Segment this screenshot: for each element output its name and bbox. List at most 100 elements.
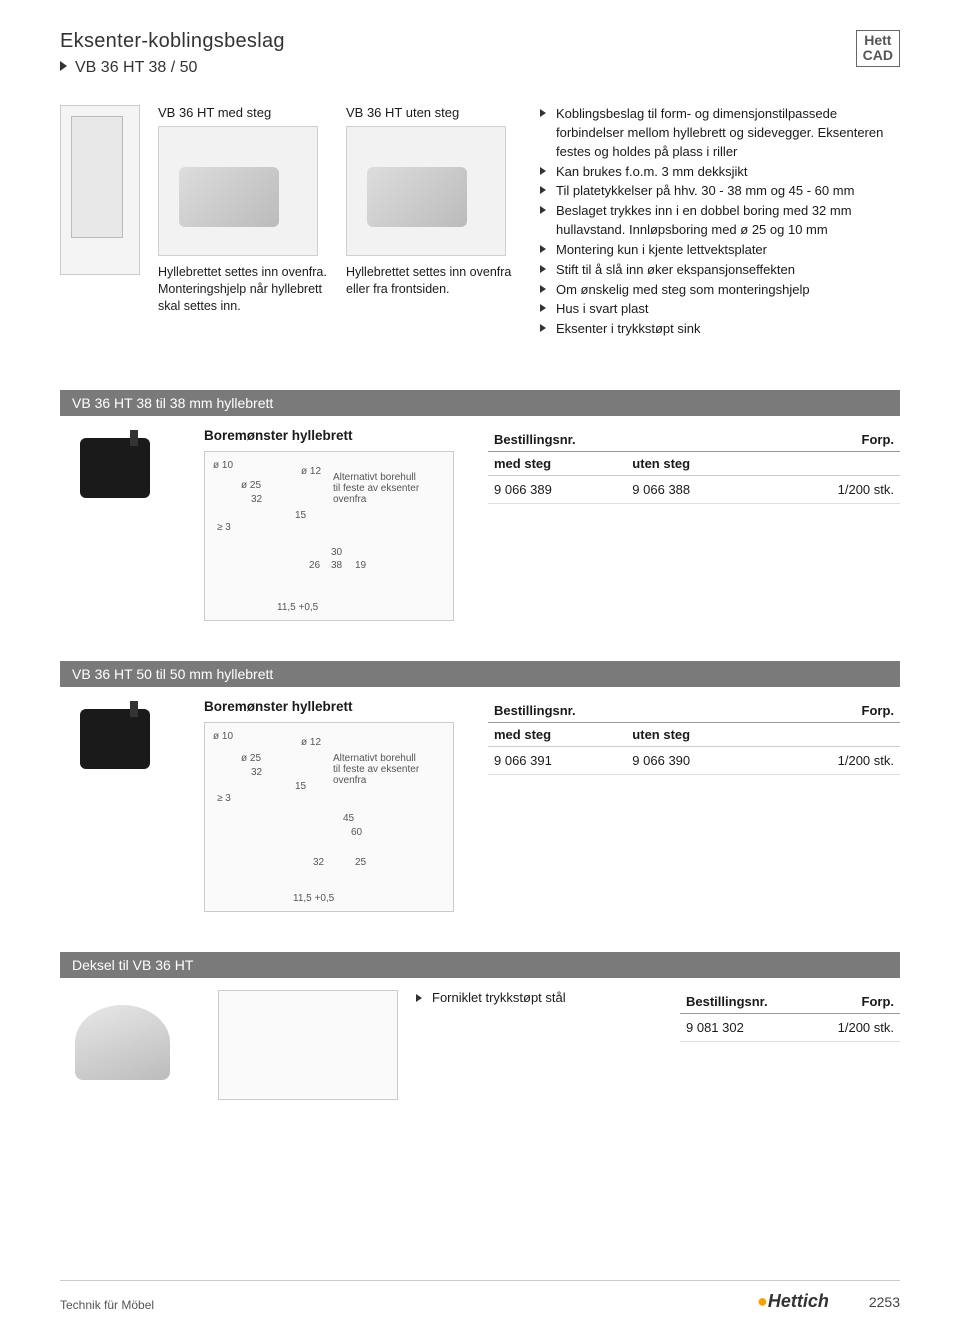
cell-uten: 9 066 388 — [626, 476, 764, 504]
th-bestnr: Bestillingsnr. — [488, 428, 765, 452]
subtitle-text: VB 36 HT 38 / 50 — [75, 59, 197, 76]
section-bar-38: VB 36 HT 38 til 38 mm hyllebrett — [60, 390, 900, 416]
dim: 30 — [331, 547, 342, 558]
sub-med: med steg — [488, 723, 626, 747]
dim: 32 — [251, 767, 262, 778]
section-bar-50: VB 36 HT 50 til 50 mm hyllebrett — [60, 661, 900, 687]
variant-b-image — [346, 126, 506, 256]
bullet-item: Stift til å slå inn øker ekspansjonseffe… — [540, 261, 900, 280]
dim: ø 12 — [301, 466, 321, 477]
sub-med: med steg — [488, 452, 626, 476]
deksel-bullet: Forniklet trykkstøpt stål — [416, 990, 662, 1005]
product-photo-38 — [60, 428, 180, 518]
page-header: Eksenter-koblingsbeslag VB 36 HT 38 / 50… — [60, 30, 900, 77]
sub-uten: uten steg — [626, 452, 764, 476]
bullet-item: Hus i svart plast — [540, 300, 900, 319]
th-forp: Forp. — [765, 428, 900, 452]
drawing-title-38: Boremønster hyllebrett — [204, 428, 464, 443]
footer-tagline: Technik für Möbel — [60, 1298, 154, 1312]
order-table-38: Bestillingsnr. Forp. med steg uten steg … — [488, 428, 900, 504]
bullet-item: Eksenter i trykkstøpt sink — [540, 320, 900, 339]
dim: 26 — [309, 560, 320, 571]
sub-uten: uten steg — [626, 723, 764, 747]
dim: 19 — [355, 560, 366, 571]
cell-forp: 1/200 stk. — [765, 747, 900, 775]
cell-forp: 1/200 stk. — [807, 1014, 900, 1042]
th-forp: Forp. — [807, 990, 900, 1014]
variant-a-label: VB 36 HT med steg — [158, 105, 328, 120]
variant-a-caption: Hyllebrettet settes inn ovenfra. Monteri… — [158, 264, 328, 315]
cell-med: 9 066 391 — [488, 747, 626, 775]
page-footer: Technik für Möbel ●Hettich 2253 — [60, 1280, 900, 1312]
bullet-item: Montering kun i kjente lettvektsplater — [540, 241, 900, 260]
th-forp: Forp. — [765, 699, 900, 723]
feature-bullets: Koblingsbeslag til form- og dimensjonsti… — [534, 105, 900, 340]
drawing-38: ø 10 ø 25 32 ø 12 15 ≥ 3 30 26 38 19 11,… — [204, 451, 454, 621]
variant-a-image — [158, 126, 318, 256]
th-bestnr: Bestillingsnr. — [488, 699, 765, 723]
dim: 15 — [295, 781, 306, 792]
dim: 60 — [351, 827, 362, 838]
dim: 32 — [313, 857, 324, 868]
deksel-bullet-list: Forniklet trykkstøpt stål — [416, 990, 662, 1042]
deksel-drawing — [218, 990, 398, 1100]
section-body-38: Boremønster hyllebrett ø 10 ø 25 32 ø 12… — [60, 428, 900, 621]
dim: ø 25 — [241, 480, 261, 491]
drawing-col-50: Boremønster hyllebrett ø 10 ø 25 32 ø 12… — [204, 699, 464, 912]
deksel-photo — [60, 990, 200, 1100]
th-bestnr: Bestillingsnr. — [680, 990, 807, 1014]
dim: ø 12 — [301, 737, 321, 748]
order-table-deksel: Bestillingsnr. Forp. 9 081 302 1/200 stk… — [680, 990, 900, 1042]
dim: ø 25 — [241, 753, 261, 764]
drawing-note: Alternativt borehull til feste av eksent… — [333, 753, 423, 786]
dim: ø 10 — [213, 460, 233, 471]
bullet-item: Beslaget trykkes inn i en dobbel boring … — [540, 202, 900, 240]
variant-b-label: VB 36 HT uten steg — [346, 105, 516, 120]
table-row: 9 066 391 9 066 390 1/200 stk. — [488, 747, 900, 775]
page-number: 2253 — [869, 1294, 900, 1310]
chevron-right-icon — [60, 61, 67, 71]
dim: ≥ 3 — [217, 522, 231, 533]
dim: 25 — [355, 857, 366, 868]
section-body-50: Boremønster hyllebrett ø 10 ø 25 32 ø 12… — [60, 699, 900, 912]
dim: 15 — [295, 510, 306, 521]
install-illustration-col — [60, 105, 140, 340]
cell-nr: 9 081 302 — [680, 1014, 807, 1042]
product-photo-50 — [60, 699, 180, 789]
dim: ø 10 — [213, 731, 233, 742]
cell-uten: 9 066 390 — [626, 747, 764, 775]
bullet-item: Koblingsbeslag til form- og dimensjonsti… — [540, 105, 900, 162]
dim: 38 — [331, 560, 342, 571]
order-block-50: Bestillingsnr. Forp. med steg uten steg … — [488, 699, 900, 775]
dim: 11,5 +0,5 — [277, 602, 318, 613]
hettich-logo: ●Hettich — [757, 1291, 829, 1312]
deksel-order-block: Bestillingsnr. Forp. 9 081 302 1/200 stk… — [680, 990, 900, 1042]
variant-a-col: VB 36 HT med steg Hyllebrettet settes in… — [158, 105, 328, 340]
section-bar-deksel: Deksel til VB 36 HT — [60, 952, 900, 978]
cell-med: 9 066 389 — [488, 476, 626, 504]
table-row: 9 066 389 9 066 388 1/200 stk. — [488, 476, 900, 504]
cell-forp: 1/200 stk. — [765, 476, 900, 504]
dim: 11,5 +0,5 — [293, 893, 334, 904]
drawing-50: ø 10 ø 25 32 ø 12 15 ≥ 3 45 60 32 25 11,… — [204, 722, 454, 912]
page-title: Eksenter-koblingsbeslag — [60, 30, 285, 53]
drawing-title-50: Boremønster hyllebrett — [204, 699, 464, 714]
order-table-50: Bestillingsnr. Forp. med steg uten steg … — [488, 699, 900, 775]
variant-b-col: VB 36 HT uten steg Hyllebrettet settes i… — [346, 105, 516, 340]
dim: ≥ 3 — [217, 793, 231, 804]
bullet-item: Til platetykkelser på hhv. 30 - 38 mm og… — [540, 182, 900, 201]
drawing-col-38: Boremønster hyllebrett ø 10 ø 25 32 ø 12… — [204, 428, 464, 621]
drawing-note: Alternativt borehull til feste av eksent… — [333, 472, 423, 505]
order-block-38: Bestillingsnr. Forp. med steg uten steg … — [488, 428, 900, 504]
badge-line1: Hett — [863, 33, 893, 48]
intro-row: VB 36 HT med steg Hyllebrettet settes in… — [60, 105, 900, 340]
hett-cad-badge: Hett CAD — [856, 30, 900, 67]
install-illustration — [60, 105, 140, 275]
bullet-item: Om ønskelig med steg som monteringshjelp — [540, 281, 900, 300]
dim: 45 — [343, 813, 354, 824]
badge-line2: CAD — [863, 48, 893, 63]
page-subtitle: VB 36 HT 38 / 50 — [60, 59, 285, 77]
variant-b-caption: Hyllebrettet settes inn ovenfra eller fr… — [346, 264, 516, 298]
section-body-deksel: Forniklet trykkstøpt stål Bestillingsnr.… — [60, 990, 900, 1100]
bullet-item: Kan brukes f.o.m. 3 mm dekksjikt — [540, 163, 900, 182]
